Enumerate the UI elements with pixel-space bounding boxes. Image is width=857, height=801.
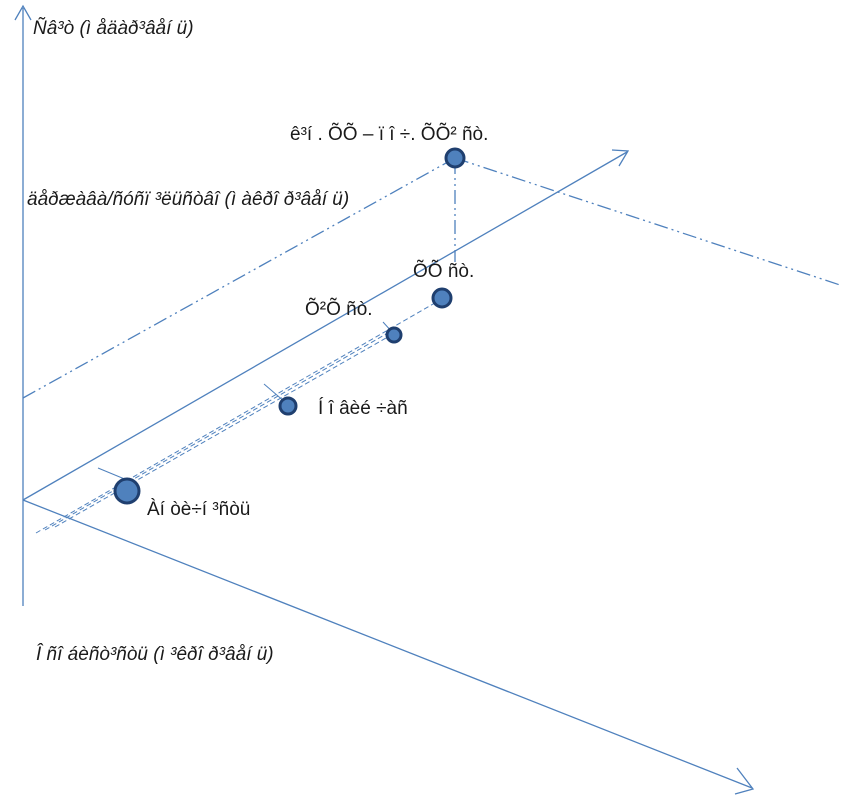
node-label-20th-century: ÕÕ ñò. — [413, 260, 474, 282]
projection-line-left — [22, 157, 456, 399]
connector-tick-new-time — [263, 383, 286, 403]
trend-line-2 — [44, 329, 394, 531]
diagonal-axis-arrowhead — [611, 149, 630, 167]
node-label-antiquity: Àí òè÷í ³ñòü — [147, 499, 250, 520]
horizontal-axis-label: Î ñî áèñò³ñòü (ì ³êðî ð³âåí ü) — [36, 643, 274, 665]
trend-line-3 — [54, 333, 394, 528]
horizontal-axis — [22, 499, 753, 789]
horizontal-axis-arrowhead — [734, 767, 755, 795]
node-antiquity — [113, 477, 141, 505]
node-late-20th-early-21st — [444, 147, 466, 169]
projection-line-right — [454, 157, 841, 286]
vertical-axis-arrowhead — [14, 4, 32, 21]
diagonal-axis-label: äåðæàâà/ñóñï ³ëüñòâî (ì àêðî ð³âåí ü) — [27, 189, 349, 210]
node-19th-century — [385, 326, 403, 344]
trend-line-1 — [35, 299, 441, 534]
node-label-19th-century: Õ²Õ ñò. — [305, 298, 373, 320]
vertical-axis-label: Ñâ³ò (ì åäàð³âåí ü) — [33, 17, 194, 39]
node-label-new-time: Í î âèé ÷àñ — [318, 398, 408, 419]
connector-tick-antiquity — [97, 467, 128, 481]
node-label-late-20th-early-21st: ê³í . ÕÕ – ï î ÷. ÕÕ² ñò. — [290, 123, 488, 145]
node-new-time — [278, 396, 298, 416]
diagonal-axis — [22, 151, 628, 501]
node-20th-century — [431, 287, 453, 309]
